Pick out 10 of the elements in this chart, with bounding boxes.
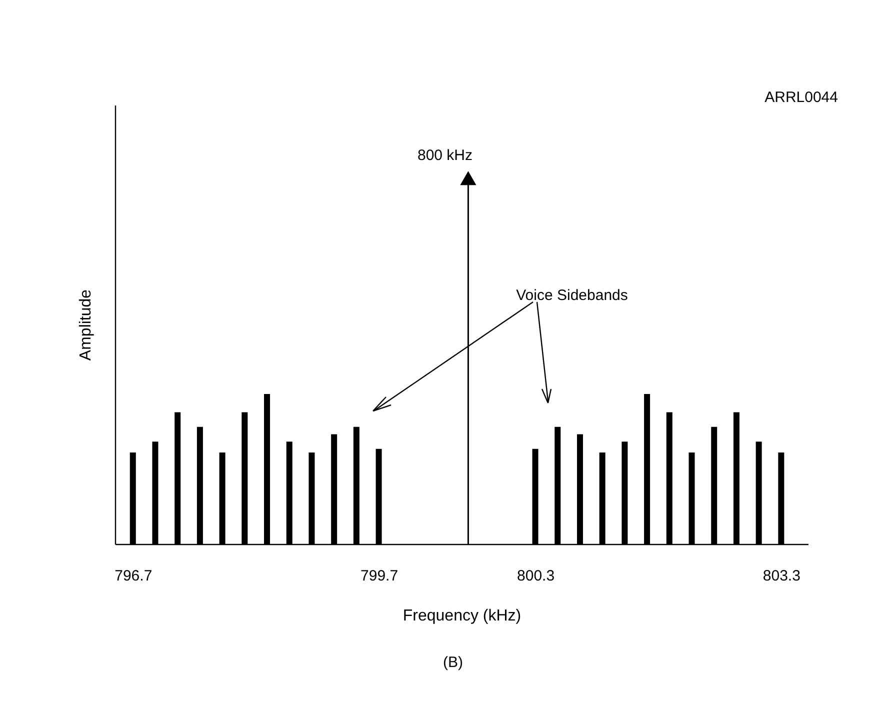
x-tick-label: 799.7 bbox=[360, 568, 398, 584]
x-tick-label: 796.7 bbox=[114, 568, 152, 584]
x-tick-label: 803.3 bbox=[762, 568, 800, 584]
text: 800 kHz bbox=[417, 147, 473, 164]
text: ARRL0044 bbox=[764, 89, 838, 106]
x-tick-label: 800.3 bbox=[517, 568, 555, 584]
y-axis-title: Amplitude bbox=[78, 289, 94, 361]
x-axis-title: Frequency (kHz) bbox=[402, 608, 522, 624]
text: (B) bbox=[443, 654, 463, 671]
annotation: Voice Sidebands bbox=[516, 287, 628, 304]
